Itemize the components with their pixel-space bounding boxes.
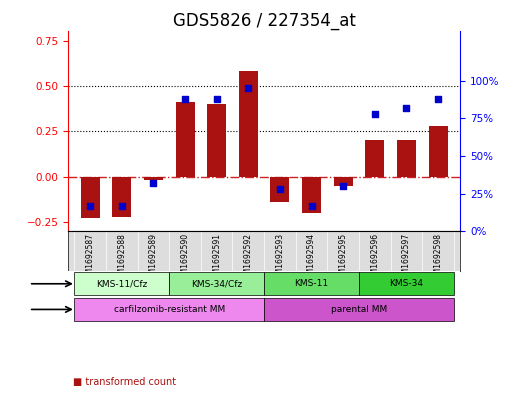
Bar [366,140,384,176]
Text: GSM1692591: GSM1692591 [212,233,221,284]
Text: KMS-11/Cfz: KMS-11/Cfz [96,279,147,288]
Text: ■ transformed count: ■ transformed count [73,377,176,387]
Text: GSM1692598: GSM1692598 [434,233,442,284]
Point [149,180,157,186]
Bar [397,140,416,176]
Bar [176,102,195,176]
Bar [207,104,226,176]
Text: GSM1692593: GSM1692593 [276,233,285,284]
Bar [81,176,99,219]
Text: GSM1692594: GSM1692594 [307,233,316,284]
Point [371,111,379,117]
Point [308,202,316,209]
Bar [270,176,289,202]
FancyBboxPatch shape [74,272,169,295]
Point [86,202,94,209]
Point [276,186,284,192]
Title: GDS5826 / 227354_at: GDS5826 / 227354_at [173,12,356,30]
Bar [334,176,353,185]
Point [244,85,253,92]
Text: KMS-34: KMS-34 [390,279,424,288]
FancyBboxPatch shape [359,272,454,295]
Point [402,105,411,111]
Bar [239,72,258,176]
FancyBboxPatch shape [74,298,264,321]
Text: KMS-11: KMS-11 [294,279,328,288]
Point [339,183,347,189]
Bar [302,176,321,213]
FancyBboxPatch shape [264,298,454,321]
FancyBboxPatch shape [264,272,359,295]
Text: GSM1692592: GSM1692592 [244,233,253,284]
Text: GSM1692597: GSM1692597 [402,233,411,284]
Text: GSM1692587: GSM1692587 [86,233,95,284]
Point [212,96,221,102]
Point [118,202,126,209]
Text: GSM1692590: GSM1692590 [180,233,189,284]
Bar [112,176,131,217]
Bar [144,176,163,180]
FancyBboxPatch shape [169,272,264,295]
Text: GSM1692596: GSM1692596 [370,233,379,284]
Point [434,96,442,102]
Text: carfilzomib-resistant MM: carfilzomib-resistant MM [113,305,225,314]
Text: GSM1692589: GSM1692589 [149,233,158,284]
Text: parental MM: parental MM [331,305,387,314]
Text: KMS-34/Cfz: KMS-34/Cfz [191,279,242,288]
Text: GSM1692595: GSM1692595 [339,233,348,284]
Bar [429,126,448,176]
Point [181,96,189,102]
Text: GSM1692588: GSM1692588 [117,233,126,284]
